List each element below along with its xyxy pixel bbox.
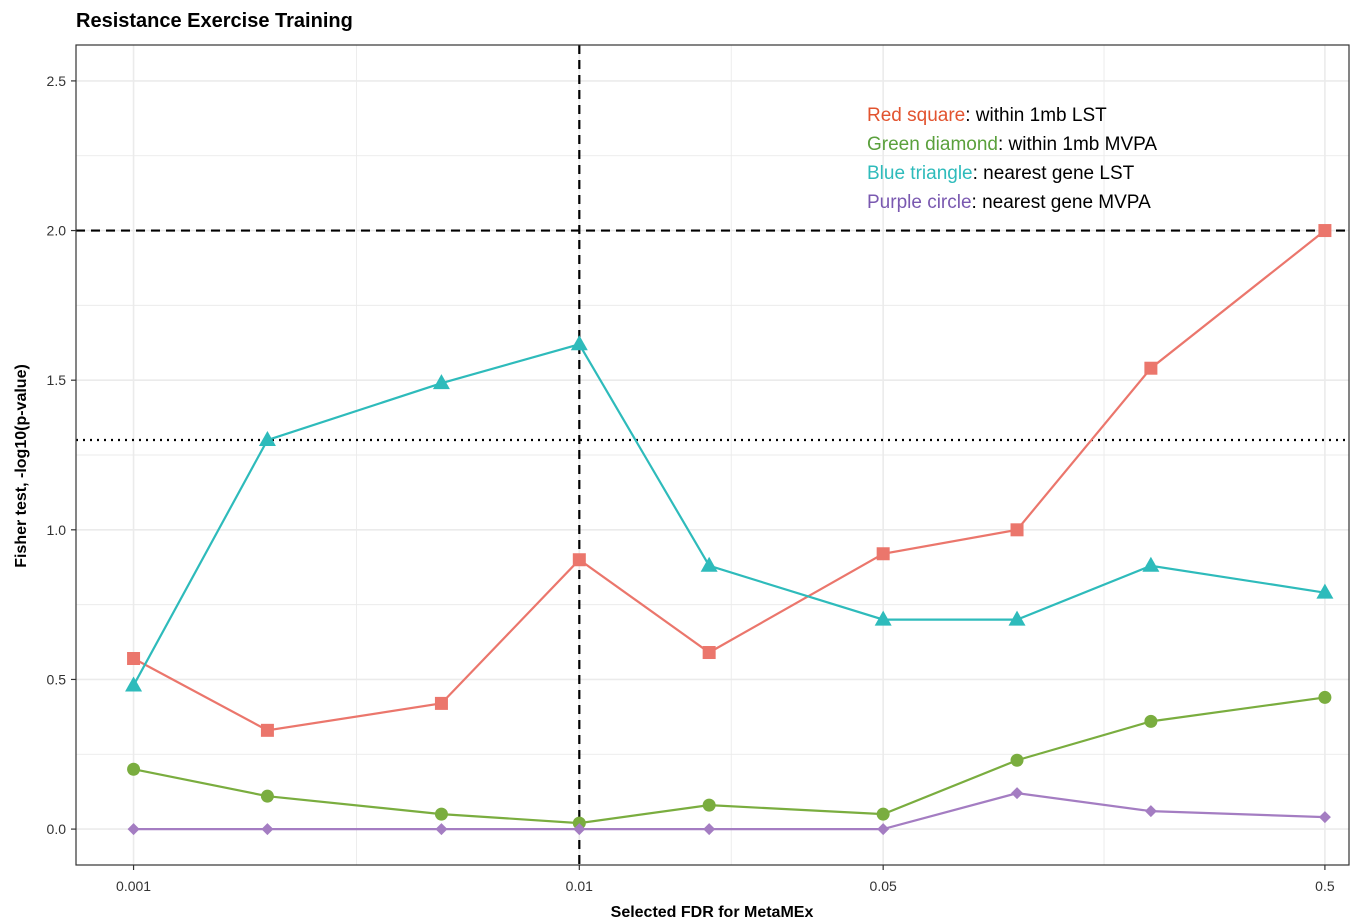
legend-description: : nearest gene MVPA — [972, 192, 1152, 213]
blue-triangle-point — [125, 676, 143, 692]
reference-lines — [76, 45, 1349, 865]
legend: Red square: within 1mb LST Green diamond:… — [867, 105, 1157, 213]
red-square-point — [572, 553, 586, 567]
y-tick-label: 0.5 — [47, 671, 67, 687]
purple-diamond-point — [877, 823, 890, 836]
purple-diamond-point — [127, 823, 140, 836]
blue-triangle-point — [1008, 610, 1026, 626]
chart-title: Resistance Exercise Training — [76, 10, 353, 32]
legend-colored-label: Green diamond — [867, 134, 998, 155]
purple-diamond-point — [573, 823, 586, 836]
green-circle-point — [702, 798, 716, 812]
green-circle-point — [1010, 753, 1024, 767]
red-square-point — [876, 547, 890, 561]
blue-triangle-point — [258, 431, 276, 447]
blue-triangle-point — [570, 335, 588, 351]
red-square-point — [702, 646, 716, 660]
blue-triangle-point — [700, 556, 718, 572]
y-tick-label: 2.0 — [47, 223, 67, 239]
blue-triangle-point — [874, 610, 892, 626]
red-square-point — [434, 696, 448, 710]
red-square-point — [1144, 361, 1158, 375]
y-axis-title: Fisher test, -log10(p-value) — [13, 364, 30, 568]
blue-triangle-point — [1142, 556, 1160, 572]
x-tick-label: 0.01 — [566, 878, 593, 894]
purple-diamond-point — [1144, 805, 1157, 818]
legend-colored-label: Blue triangle — [867, 163, 973, 184]
legend-description: : nearest gene LST — [973, 163, 1135, 184]
legend-colored-label: Purple circle — [867, 192, 972, 213]
green-circle-point — [1144, 714, 1158, 728]
series-blue — [125, 335, 1334, 692]
series-red — [127, 224, 1332, 737]
y-tick-label: 2.5 — [47, 73, 67, 89]
legend-entry-3: Purple circle: nearest gene MVPA — [867, 192, 1151, 213]
y-tick-label: 0.0 — [47, 821, 67, 837]
blue-triangle-point — [432, 374, 450, 390]
x-tick-label: 0.5 — [1315, 878, 1335, 894]
green-circle-point — [434, 807, 448, 821]
legend-colored-label: Red square — [867, 105, 965, 126]
red-square-point — [1010, 523, 1024, 537]
red-square-point — [260, 723, 274, 737]
purple-diamond-point — [261, 823, 274, 836]
purple-diamond-point — [435, 823, 448, 836]
legend-entry-2: Blue triangle: nearest gene LST — [867, 163, 1135, 184]
x-tick-label: 0.05 — [870, 878, 897, 894]
blue-triangle-point — [1316, 583, 1334, 599]
series-layer — [125, 224, 1334, 836]
y-tick-label: 1.0 — [47, 522, 67, 538]
series-purple — [127, 787, 1331, 836]
purple-diamond-point — [703, 823, 716, 836]
legend-entry-1: Green diamond: within 1mb MVPA — [867, 134, 1157, 155]
y-axis: 0.0 0.5 1.0 1.5 2.0 2.5 — [47, 73, 76, 837]
purple-diamond-point — [1011, 787, 1024, 800]
x-tick-label: 0.001 — [116, 878, 151, 894]
green-circle-point — [260, 789, 274, 803]
x-axis: 0.001 0.01 0.05 0.5 — [116, 865, 1335, 894]
green-circle-point — [127, 762, 141, 776]
green-circle-point — [876, 807, 890, 821]
red-square-point — [1318, 224, 1332, 238]
y-tick-label: 1.5 — [47, 372, 67, 388]
legend-entry-0: Red square: within 1mb LST — [867, 105, 1107, 126]
green-circle-point — [1318, 690, 1332, 704]
red-square-point — [127, 652, 141, 666]
legend-description: : within 1mb LST — [965, 105, 1107, 126]
x-axis-title: Selected FDR for MetaMEx — [611, 904, 814, 921]
purple-diamond-point — [1318, 811, 1331, 824]
plot-border — [75, 44, 1350, 866]
legend-description: : within 1mb MVPA — [998, 134, 1157, 155]
